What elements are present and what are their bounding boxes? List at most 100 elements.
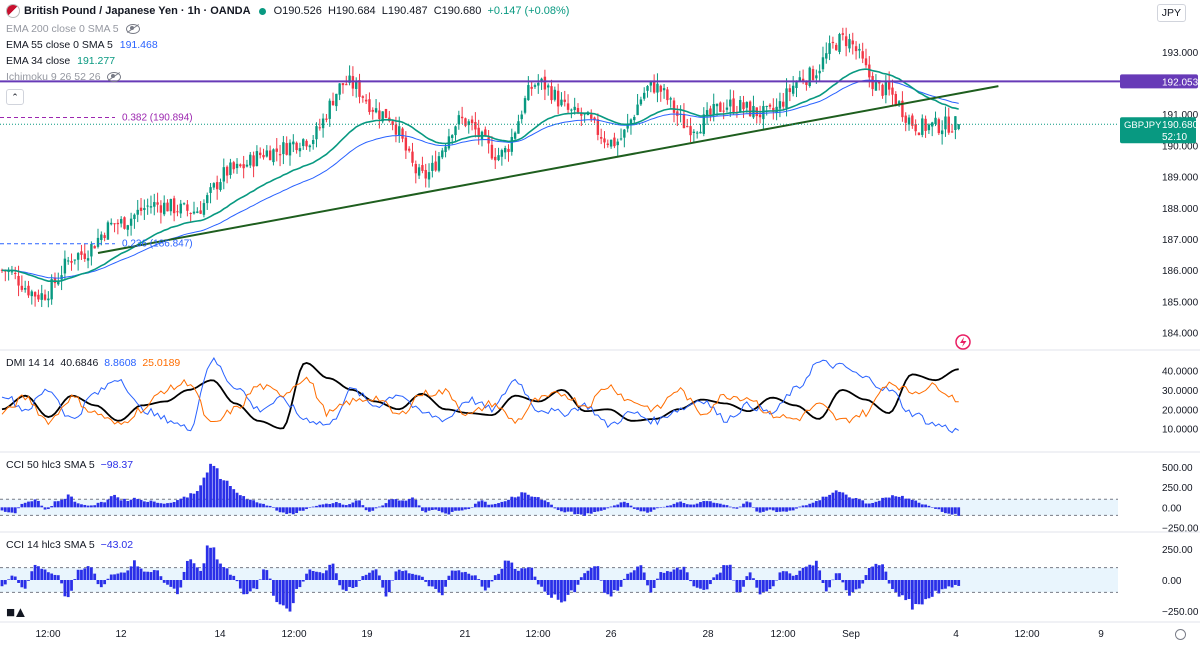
candle-body xyxy=(381,111,384,122)
cci14-bar xyxy=(338,580,342,586)
cci14-bar xyxy=(493,575,497,580)
cci50-bar xyxy=(212,465,216,508)
candle-body xyxy=(245,164,249,167)
indicator-ema34[interactable]: EMA 34 close 191.277 xyxy=(6,55,115,67)
cci50-bar xyxy=(50,506,54,508)
indicator-ema200[interactable]: EMA 200 close 0 SMA 5 xyxy=(6,23,140,35)
cci50-bar xyxy=(473,503,477,508)
candle-body xyxy=(772,107,775,112)
cci14-bar xyxy=(699,580,702,589)
candle-body xyxy=(278,154,282,156)
low-value: L190.487 xyxy=(381,5,428,17)
cci50-bar xyxy=(798,506,802,508)
cci14-bar xyxy=(454,570,457,580)
price-axis-label: 187.000 xyxy=(1162,235,1199,246)
cci14-bar xyxy=(308,569,312,580)
cci50-bar xyxy=(427,507,431,511)
market-status-icon xyxy=(258,7,266,15)
cci14-bar xyxy=(344,580,348,591)
collapse-legend-button[interactable]: ⌃ xyxy=(6,89,24,105)
cci50-axis-label: −250.00 xyxy=(1162,524,1199,535)
cci50-bar xyxy=(652,507,656,510)
candle-body xyxy=(229,162,232,176)
minus-di-value: 25.0189 xyxy=(142,357,181,369)
candle-body xyxy=(921,118,924,135)
cci14-bar xyxy=(123,572,126,580)
cci50-bar xyxy=(884,497,888,508)
candle-body xyxy=(63,258,67,274)
cci14-bar xyxy=(947,580,951,587)
cci14-bar xyxy=(473,575,477,580)
cci14-bar xyxy=(646,580,649,586)
cci50-bar xyxy=(23,502,27,508)
cci50-bar xyxy=(682,503,686,508)
indicator-ema55[interactable]: EMA 55 close 0 SMA 5 191.468 xyxy=(6,39,158,51)
tradingview-logo-icon[interactable]: ■▲ xyxy=(6,604,28,621)
settings-gear-icon[interactable] xyxy=(1175,629,1186,640)
cci50-bar xyxy=(258,503,262,508)
candle-body xyxy=(212,183,216,188)
candle-body xyxy=(441,150,444,158)
candle-body xyxy=(570,109,573,111)
cci14-bar xyxy=(232,575,236,580)
cci14-bar xyxy=(60,580,63,584)
candle-body xyxy=(950,131,954,133)
eye-hidden-icon[interactable] xyxy=(107,72,122,83)
cci50-bar xyxy=(80,504,83,508)
price-axis-label: 185.000 xyxy=(1162,297,1199,308)
cci50-bar xyxy=(424,507,428,513)
cci50-legend[interactable]: CCI 50 hlc3 SMA 5 −98.37 xyxy=(6,459,133,471)
cci50-bar xyxy=(265,505,269,508)
cci14-bar xyxy=(351,580,355,589)
indicator-ichimoku[interactable]: Ichimoku 9 26 52 26 xyxy=(6,71,122,83)
cci50-bar xyxy=(821,496,825,508)
candle-body xyxy=(891,87,894,95)
candle-body xyxy=(530,86,533,89)
cci14-bar xyxy=(0,580,4,587)
candle-body xyxy=(119,219,123,224)
cci14-bar xyxy=(427,580,431,587)
cci14-bar xyxy=(725,565,729,580)
currency-button[interactable]: JPY xyxy=(1156,4,1186,22)
cci14-bar xyxy=(377,575,381,580)
cci14-bar xyxy=(291,580,295,604)
cci14-bar xyxy=(113,574,116,580)
cci50-bar xyxy=(646,507,649,513)
candle-body xyxy=(646,86,649,91)
candle-body xyxy=(378,110,381,120)
cci50-bar xyxy=(520,492,524,508)
minus-di-line xyxy=(1,376,959,426)
symbol-title[interactable]: British Pound / Japanese Yen · 1h · OAND… xyxy=(24,5,251,17)
candle-body xyxy=(603,138,606,143)
cci14-bar xyxy=(659,572,663,580)
cci50-bar xyxy=(699,502,702,508)
candle-body xyxy=(871,75,874,90)
cci14-bar xyxy=(354,580,358,587)
cci50-bar xyxy=(566,507,570,512)
resistance-badge xyxy=(1120,74,1198,89)
candle-body xyxy=(520,114,523,120)
cci50-bar xyxy=(705,501,709,508)
cci14-bar xyxy=(497,573,500,580)
candle-body xyxy=(500,150,504,157)
candle-body xyxy=(93,246,96,249)
cci14-bar xyxy=(811,565,815,580)
cci50-bar xyxy=(106,499,110,508)
cci50-bar xyxy=(950,507,954,515)
candle-body xyxy=(176,211,179,213)
candle-body xyxy=(626,123,629,129)
cci14-bar xyxy=(109,574,113,580)
cci50-bar xyxy=(152,501,156,508)
candle-body xyxy=(282,142,285,155)
cci14-legend[interactable]: CCI 14 hlc3 SMA 5 −43.02 xyxy=(6,539,133,551)
candle-body xyxy=(146,205,149,207)
eye-hidden-icon[interactable] xyxy=(125,24,140,35)
cci14-bar xyxy=(560,580,563,603)
candle-body xyxy=(295,142,298,151)
cci14-bar xyxy=(447,575,451,580)
candle-body xyxy=(689,126,692,136)
time-axis-label: 12:00 xyxy=(1014,629,1039,640)
dmi-legend[interactable]: DMI 14 14 40.6846 8.8608 25.0189 xyxy=(6,357,180,369)
